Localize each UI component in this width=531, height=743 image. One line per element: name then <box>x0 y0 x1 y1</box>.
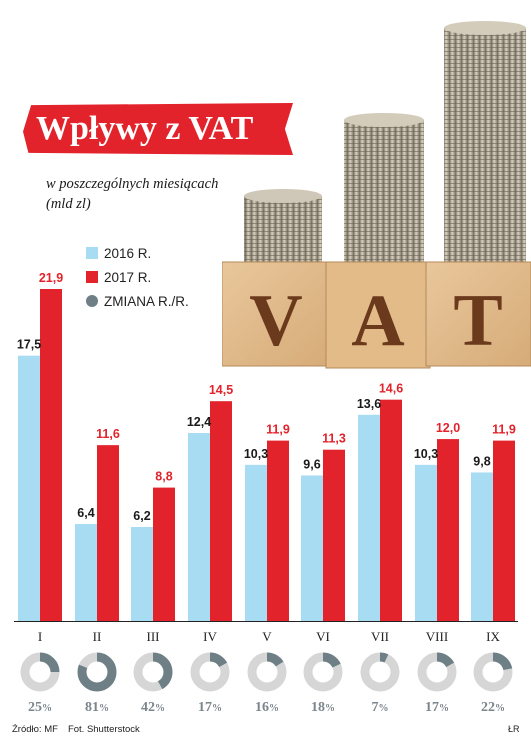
change-label-IX: 22% <box>481 700 505 715</box>
data-label-2017-I: 21,9 <box>39 271 63 285</box>
legend-item-2017: 2017 R. <box>86 265 189 289</box>
bar-2017-II <box>97 445 119 621</box>
bar-2017-III <box>153 487 175 621</box>
tick-label-VIII: VIII <box>426 629 448 644</box>
bar-2016-IV <box>188 433 210 621</box>
footer-credits: Źródło: MF Fot. Shutterstock <box>12 724 140 735</box>
data-label-2016-IV: 12,4 <box>187 415 211 429</box>
bar-2016-IX <box>471 472 493 621</box>
bar-2017-VIII <box>437 439 459 621</box>
data-label-2016-VII: 13,6 <box>357 397 381 411</box>
tick-label-IV: IV <box>203 629 217 644</box>
legend-swatch-2016 <box>86 247 98 259</box>
bar-2016-VII <box>358 414 380 621</box>
legend-label-2017: 2017 R. <box>104 269 152 285</box>
data-label-2017-VIII: 12,0 <box>436 421 460 435</box>
tick-label-I: I <box>38 629 42 644</box>
photo-credit: Fot. Shutterstock <box>67 724 140 735</box>
bar-2017-I <box>40 289 62 621</box>
vat-letter-a: A <box>351 280 404 362</box>
bar-2017-IX <box>493 440 515 621</box>
data-label-2017-III: 8,8 <box>155 470 172 484</box>
data-label-2017-V: 11,9 <box>266 423 290 437</box>
bar-2016-VI <box>301 475 323 621</box>
data-label-2016-V: 10,3 <box>244 447 268 461</box>
change-label-IV: 17% <box>198 700 222 715</box>
tick-label-VII: VII <box>371 629 389 644</box>
legend-item-change: ZMIANA R./R. <box>86 289 189 313</box>
bar-2017-V <box>267 440 289 621</box>
bar-2016-I <box>18 355 40 621</box>
donut-arc-VII <box>360 652 400 692</box>
vat-letter-t: T <box>453 280 502 362</box>
chart-subtitle: w poszczególnych miesiącach (mld zl) <box>46 176 219 212</box>
change-label-II: 81% <box>85 700 109 715</box>
donut-arc-II <box>77 652 117 692</box>
data-label-2017-IV: 14,5 <box>209 383 233 397</box>
change-label-VII: 7% <box>372 700 389 715</box>
data-label-2016-VIII: 10,3 <box>414 447 438 461</box>
bar-2017-IV <box>210 401 232 621</box>
legend-swatch-change <box>86 295 98 307</box>
tick-label-V: V <box>262 629 272 644</box>
change-label-III: 42% <box>141 700 165 715</box>
bar-2016-III <box>131 527 153 621</box>
change-label-VIII: 17% <box>425 700 449 715</box>
data-label-2017-II: 11,6 <box>96 427 120 441</box>
title-banner <box>23 103 293 155</box>
legend-swatch-2017 <box>86 271 98 283</box>
donut-arc-VI <box>303 652 343 692</box>
donut-arc-IX <box>473 652 513 692</box>
donut-arc-I <box>20 652 60 692</box>
donut-arc-IV <box>190 652 230 692</box>
vat-letter-v: V <box>249 280 302 362</box>
source-note: Źródło: MF <box>12 724 58 735</box>
data-label-2016-III: 6,2 <box>133 509 150 523</box>
tick-label-VI: VI <box>316 629 330 644</box>
donut-arc-III <box>133 652 173 692</box>
bar-2017-VI <box>323 449 345 621</box>
data-label-2017-VII: 14,6 <box>379 382 403 396</box>
change-label-V: 16% <box>255 700 279 715</box>
donut-arc-VIII <box>417 652 457 692</box>
change-label-VI: 18% <box>311 700 335 715</box>
tick-label-III: III <box>147 629 160 644</box>
change-label-I: 25% <box>28 700 52 715</box>
legend: 2016 R. 2017 R. ZMIANA R./R. <box>86 241 189 313</box>
legend-item-2016: 2016 R. <box>86 241 189 265</box>
bar-2016-V <box>245 464 267 621</box>
data-label-2016-VI: 9,6 <box>303 457 320 471</box>
tick-label-IX: IX <box>486 629 500 644</box>
bar-2016-VIII <box>415 464 437 621</box>
tick-label-II: II <box>93 629 102 644</box>
legend-label-change: ZMIANA R./R. <box>104 293 189 309</box>
data-label-2016-II: 6,4 <box>77 506 94 520</box>
data-label-2017-IX: 11,9 <box>492 423 516 437</box>
data-label-2016-IX: 9,8 <box>473 454 490 468</box>
bar-2017-VII <box>380 399 402 621</box>
author-initials: ŁR <box>508 724 520 734</box>
data-label-2017-VI: 11,3 <box>322 432 346 446</box>
chart-title: Wpływy z VAT <box>36 110 254 147</box>
legend-label-2016: 2016 R. <box>104 245 152 261</box>
bar-2016-II <box>75 523 97 621</box>
donut-arc-V <box>247 652 287 692</box>
data-label-2016-I: 17,5 <box>17 338 41 352</box>
